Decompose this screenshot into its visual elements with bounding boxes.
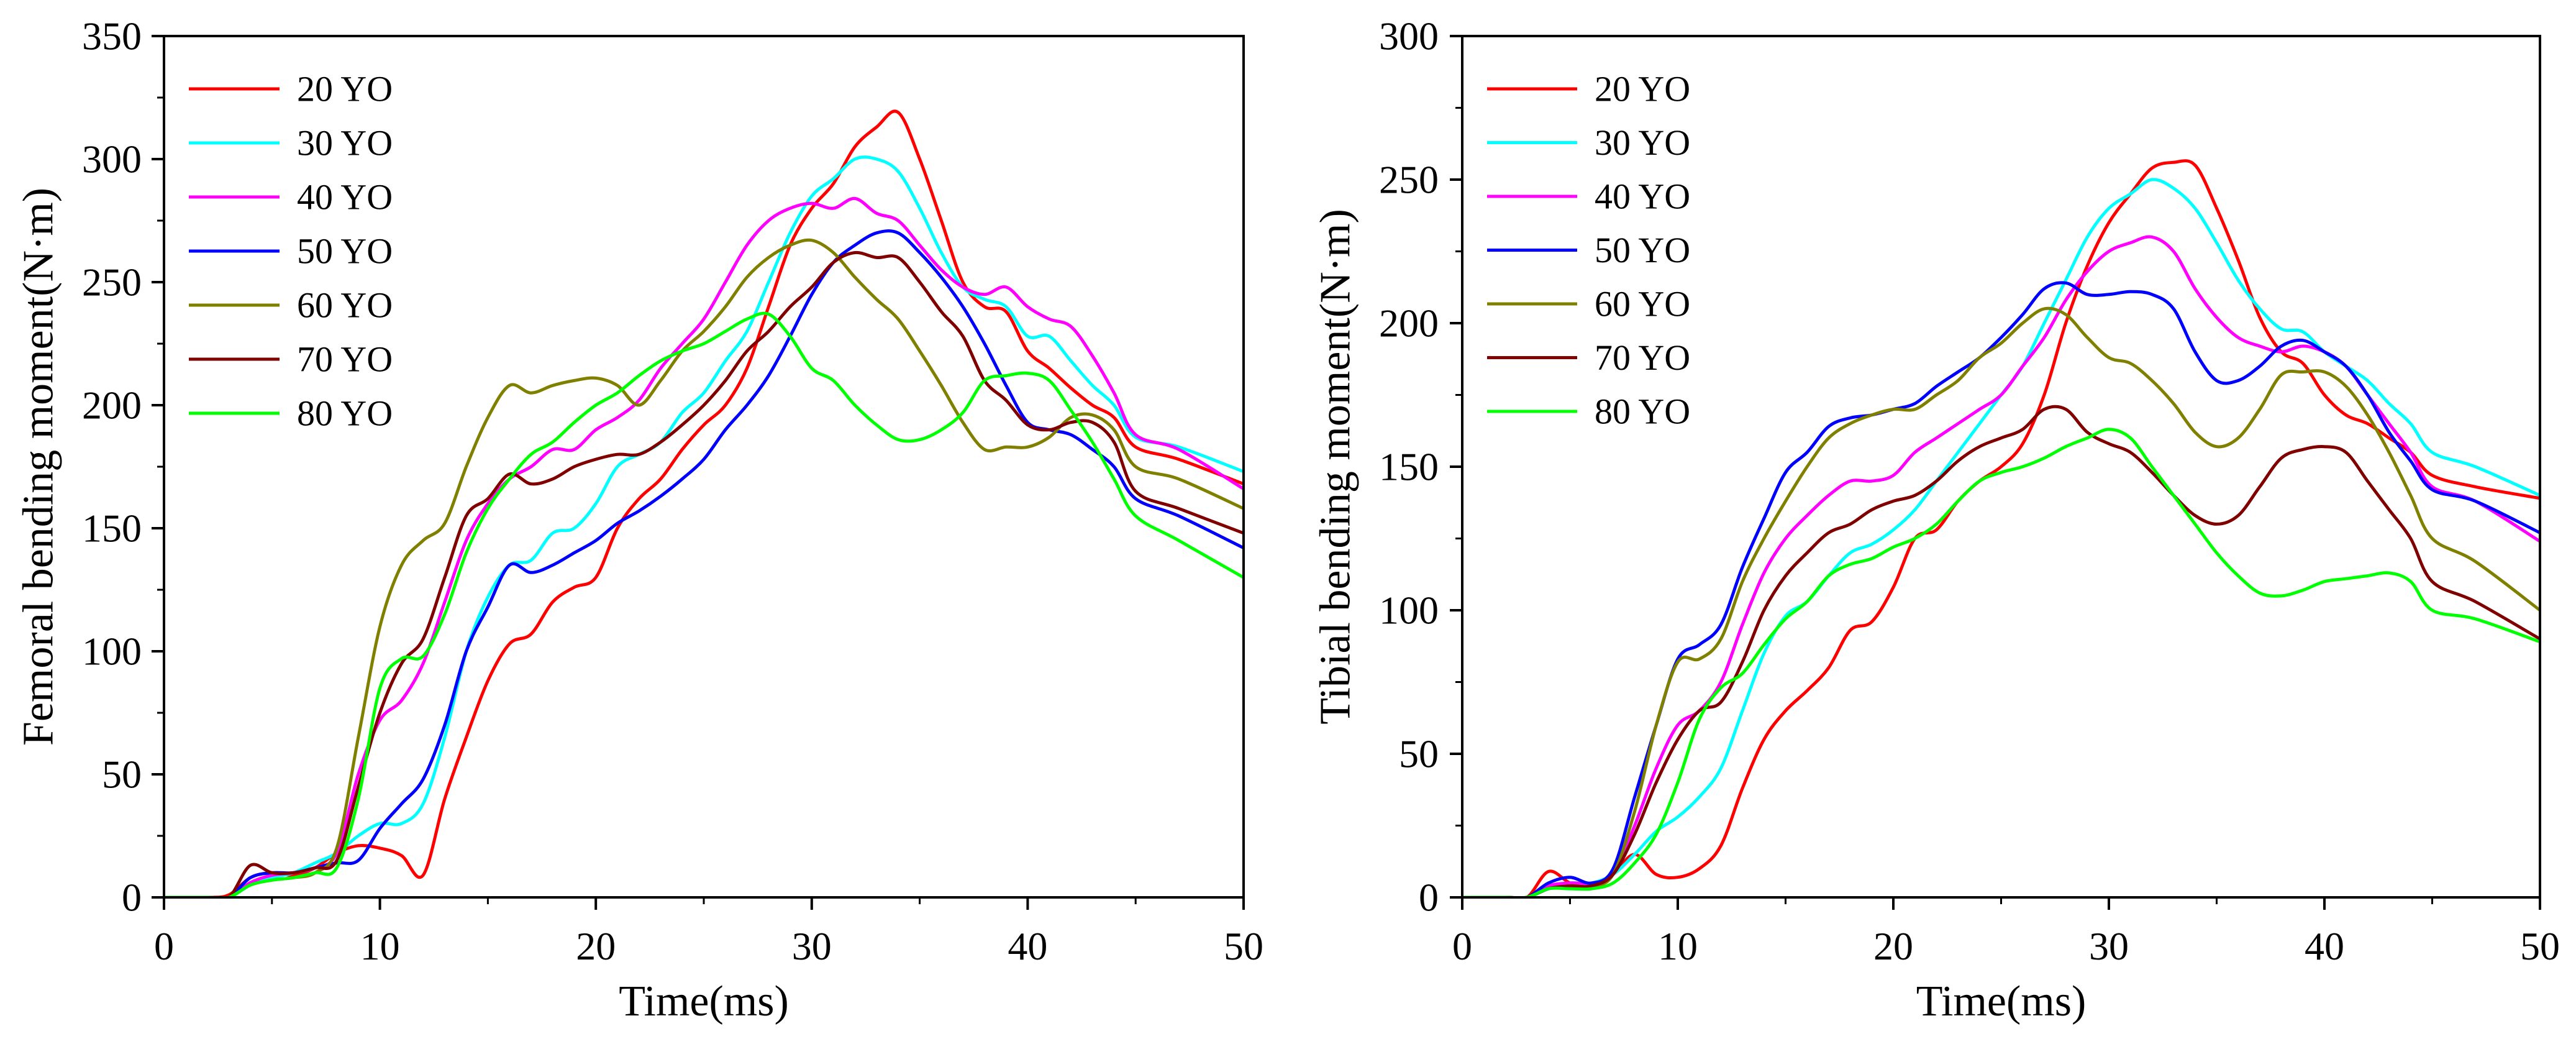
femoral-plot-frame	[163, 35, 1245, 899]
femoral-legend: 20 YO 30 YO 40 YO 50 YO 60 YO 70 YO 80 YO	[189, 69, 393, 434]
tibial-series-lines	[1462, 159, 2540, 897]
tibial-series-line-60-yo	[1462, 306, 2540, 897]
femoral-series-line-50-yo	[164, 229, 1244, 897]
femoral-y-tick-label-100: 100	[82, 630, 142, 674]
femoral-x-tick-label-40: 40	[1008, 924, 1047, 968]
tibial-series-line-20-yo	[1462, 159, 2540, 897]
tibial-y-tick-label-200: 200	[1379, 301, 1439, 346]
femoral-y-tick-label-300: 300	[82, 137, 142, 181]
femoral-legend-label-80-yo: 80 YO	[297, 393, 393, 434]
femoral-x-tick-label-30: 30	[792, 924, 832, 968]
tibial-x-axis-title: Time(ms)	[1916, 978, 2087, 1025]
femoral-y-tick-label-350: 350	[82, 14, 142, 58]
femoral-x-tick-label-0: 0	[154, 924, 174, 968]
tibial-x-tick-label-30: 30	[2089, 924, 2129, 968]
tibial-x-tick-label-50: 50	[2520, 924, 2560, 968]
femoral-series-line-20-yo	[164, 109, 1244, 897]
tibial-x-tick-label-10: 10	[1658, 924, 1698, 968]
tibial-series-line-70-yo	[1462, 405, 2540, 897]
tibial-legend-label-20-yo: 20 YO	[1595, 69, 1690, 109]
tibial-series-line-80-yo	[1462, 428, 2540, 897]
tibial-y-tick-label-50: 50	[1399, 732, 1439, 776]
tibial-y-tick-label-0: 0	[1419, 876, 1439, 920]
tibial-y-axis-title: Tibial bending moment(N·m)	[1312, 209, 1360, 725]
tibial-y-tick-label-100: 100	[1379, 589, 1439, 633]
femoral-bending-moment-chart: 0 10 20 30 40 50 0 50 100 150 200 250 300 350 Time(ms)…	[15, 14, 1264, 1026]
tibial-bending-moment-chart: 0 10 20 30 40 50 0 50 100 150 200 250 300 Time(ms) Tib…	[1312, 14, 2560, 1026]
tibial-legend-label-60-yo: 60 YO	[1595, 284, 1690, 324]
femoral-legend-label-40-yo: 40 YO	[297, 177, 393, 218]
femoral-legend-label-60-yo: 60 YO	[297, 285, 393, 326]
femoral-legend-label-50-yo: 50 YO	[297, 231, 393, 272]
tibial-legend-label-30-yo: 30 YO	[1595, 122, 1690, 163]
tibial-legend-label-50-yo: 50 YO	[1595, 230, 1690, 270]
tibial-y-tick-label-250: 250	[1379, 158, 1439, 202]
tibial-x-tick-label-20: 20	[1873, 924, 1913, 968]
femoral-y-tick-label-50: 50	[102, 753, 142, 797]
femoral-series-line-60-yo	[164, 238, 1244, 897]
femoral-series-line-70-yo	[164, 250, 1244, 897]
femoral-y-tick-label-150: 150	[82, 506, 142, 551]
tibial-legend-label-80-yo: 80 YO	[1595, 392, 1690, 432]
femoral-series-line-30-yo	[164, 155, 1244, 897]
tibial-series-line-30-yo	[1462, 178, 2540, 897]
femoral-legend-label-20-yo: 20 YO	[297, 69, 393, 109]
femoral-x-tick-label-50: 50	[1224, 924, 1263, 968]
tibial-legend-label-40-yo: 40 YO	[1595, 176, 1690, 217]
tibial-legend: 20 YO 30 YO 40 YO 50 YO 60 YO 70 YO 80 YO	[1487, 69, 1690, 432]
tibial-y-tick-label-300: 300	[1379, 14, 1439, 58]
femoral-legend-label-30-yo: 30 YO	[297, 123, 393, 163]
tibial-y-tick-label-150: 150	[1379, 445, 1439, 489]
femoral-x-tick-label-10: 10	[360, 924, 400, 968]
femoral-y-tick-label-200: 200	[82, 383, 142, 428]
femoral-y-tick-label-0: 0	[122, 876, 142, 920]
femoral-series-line-40-yo	[164, 196, 1244, 897]
tibial-x-tick-label-0: 0	[1452, 924, 1472, 968]
femoral-y-tick-label-250: 250	[82, 260, 142, 305]
femoral-series-lines	[164, 109, 1244, 897]
femoral-x-axis-title: Time(ms)	[619, 978, 789, 1025]
tibial-series-line-50-yo	[1462, 281, 2540, 897]
tibial-x-tick-label-40: 40	[2305, 924, 2344, 968]
femoral-y-axis-title: Femoral bending moment(N·m)	[15, 188, 63, 746]
tibial-legend-label-70-yo: 70 YO	[1595, 337, 1690, 378]
femoral-x-tick-label-20: 20	[576, 924, 616, 968]
femoral-legend-label-70-yo: 70 YO	[297, 339, 393, 380]
femoral-series-line-80-yo	[164, 311, 1244, 897]
